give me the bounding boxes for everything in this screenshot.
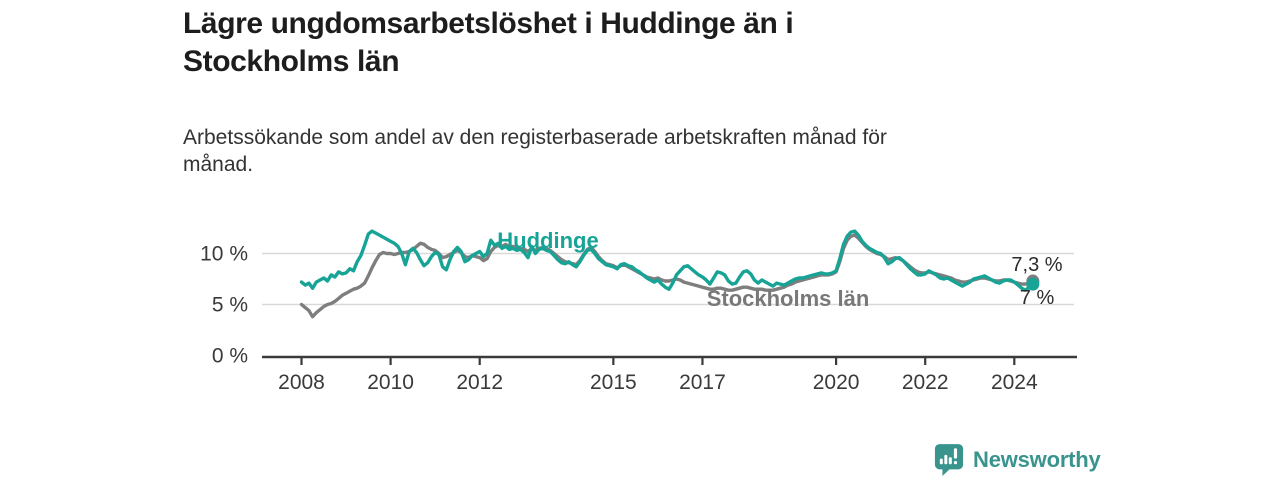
x-tick-label-2024: 2024 <box>991 371 1038 394</box>
chart-title: Lägre ungdomsarbetslöshet i Huddinge än … <box>183 5 794 81</box>
x-tick-label-2012: 2012 <box>456 371 503 394</box>
series-line-huddinge <box>299 229 1035 292</box>
x-tick-label-2015: 2015 <box>590 371 637 394</box>
stockholm-series-label: Stockholms län <box>707 286 870 311</box>
huddinge-series-label: Huddinge <box>497 228 598 253</box>
x-tick-label-2008: 2008 <box>278 371 325 394</box>
x-tick-label-2010: 2010 <box>367 371 414 394</box>
newsworthy-logo: Newsworthy <box>934 443 1101 477</box>
chart-subtitle-line-2: månad. <box>183 153 254 176</box>
series-end-dot-huddinge <box>1026 277 1040 291</box>
chart-title-line-2: Stockholms län <box>183 45 400 78</box>
x-tick-label-2020: 2020 <box>813 371 860 394</box>
chart-subtitle: Arbetssökande som andel av den registerb… <box>183 124 887 178</box>
chart-subtitle-line-1: Arbetssökande som andel av den registerb… <box>183 126 887 149</box>
stockholm-end-value: 7,3 % <box>1011 254 1062 276</box>
y-tick-label-10: 10 % <box>200 243 248 266</box>
huddinge-end-value: 7 % <box>1020 287 1055 309</box>
y-tick-label-5: 5 % <box>212 294 248 317</box>
x-tick-label-2022: 2022 <box>902 371 949 394</box>
x-tick-label-2017: 2017 <box>679 371 726 394</box>
newsworthy-bar-chart-icon <box>934 444 964 476</box>
newsworthy-brand-name: Newsworthy <box>973 447 1101 472</box>
chart-title-line-1: Lägre ungdomsarbetslöshet i Huddinge än … <box>183 7 794 40</box>
y-tick-label-0: 0 % <box>212 345 248 368</box>
